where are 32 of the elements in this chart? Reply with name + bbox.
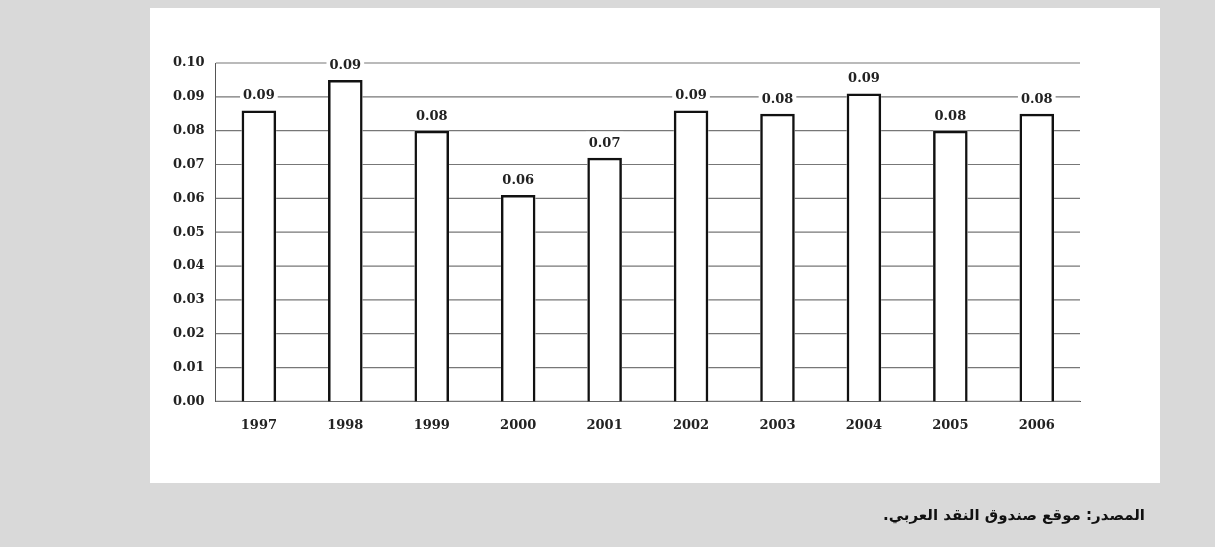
data-label: 0.07 <box>588 134 621 150</box>
data-label: 0.09 <box>848 70 880 86</box>
data-label: 0.08 <box>415 107 448 123</box>
y-tick-label: 0.00 <box>172 392 205 408</box>
y-tick-label: 0.05 <box>172 223 205 239</box>
data-label: 0.06 <box>502 171 535 187</box>
data-label: 0.08 <box>934 107 967 123</box>
y-tick-label: 0.10 <box>172 54 205 70</box>
data-label: 0.09 <box>243 87 275 103</box>
x-tick-label: 2004 <box>845 416 883 432</box>
data-label: 0.09 <box>329 56 362 72</box>
y-tick-label: 0.04 <box>172 257 205 273</box>
data-label: 0.08 <box>761 90 794 106</box>
y-tick-label: 0.01 <box>172 358 205 374</box>
y-tick-label: 0.08 <box>172 122 205 138</box>
x-tick-label: 2001 <box>586 416 623 432</box>
data-label: 0.09 <box>675 87 707 103</box>
text: المصدر: موقع صندوق النقد العربي. <box>882 506 1145 524</box>
y-tick-label: 0.06 <box>172 189 205 205</box>
y-tick-label: 0.02 <box>172 325 205 341</box>
x-tick-label: 1998 <box>327 416 364 432</box>
x-tick-label: 2003 <box>759 416 796 432</box>
x-tick-label: 2005 <box>932 416 969 432</box>
x-tick-label: 2000 <box>500 416 537 432</box>
y-tick-label: 0.09 <box>172 88 205 104</box>
x-tick-label: 2002 <box>672 416 710 432</box>
y-tick-label: 0.07 <box>172 155 205 171</box>
y-tick-label: 0.03 <box>172 291 205 307</box>
data-label: 0.08 <box>1020 90 1053 106</box>
x-tick-label: 1999 <box>413 416 450 432</box>
x-tick-label: 2006 <box>1018 416 1055 432</box>
x-tick-label: 1997 <box>240 416 277 432</box>
